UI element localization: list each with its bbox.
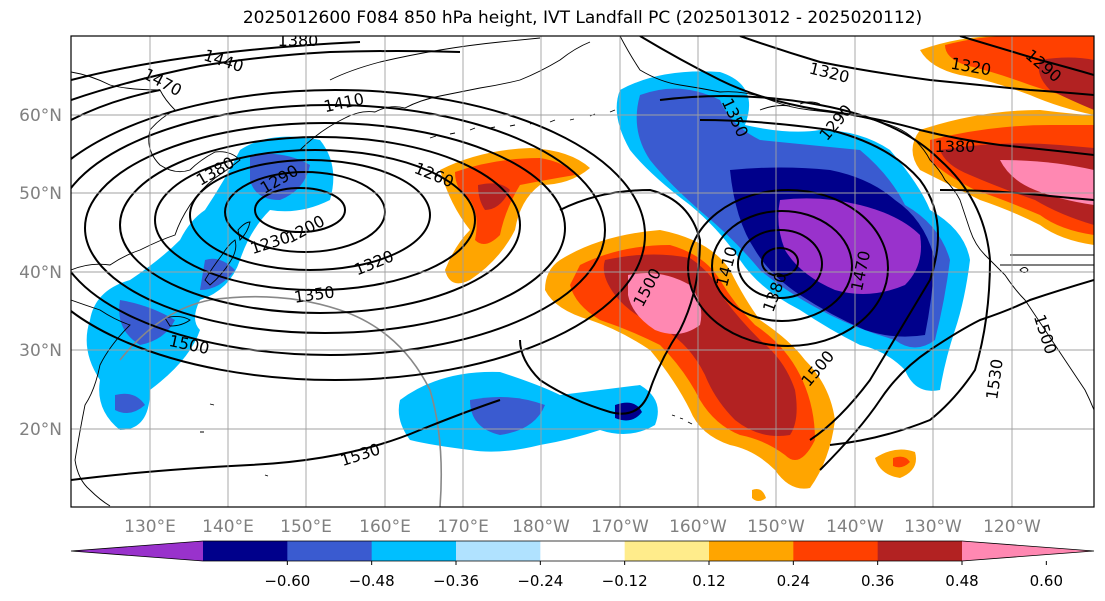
colorbar-tick-labels: −0.60 −0.48 −0.36 −0.24 −0.12 0.12 0.24 0.36 0.4… [0, 572, 1105, 592]
colorbar-segment [540, 541, 626, 561]
colorbar-segment [793, 541, 879, 561]
map-title: 2025012600 F084 850 hPa height, IVT Land… [242, 8, 923, 28]
colorbar-segment [371, 541, 457, 561]
reference-curve [119, 295, 443, 507]
lat-label: 50°N [19, 184, 62, 204]
colorbar-segment [709, 541, 794, 561]
lon-label: 150°E [280, 517, 332, 537]
lat-label: 60°N [19, 106, 62, 126]
colorbar-tick-label: −0.60 [264, 572, 311, 590]
lat-label: 30°N [19, 341, 62, 361]
colorbar-outline [70, 540, 1095, 562]
colorbar [70, 540, 1095, 565]
colorbar-tick-label: −0.48 [348, 572, 395, 590]
colorbar-tick-label: 0.24 [776, 572, 811, 590]
colorbar-tick-label: 0.60 [1029, 572, 1064, 590]
colorbar-segment [287, 541, 373, 561]
lon-label: 120°W [983, 517, 1041, 537]
lat-label: 40°N [19, 263, 62, 283]
longitude-labels: 130°E 140°E 150°E 160°E 170°E 180°W 170°… [124, 517, 1041, 537]
contour-label: 1380 [935, 137, 976, 156]
colorbar-tick-label: −0.36 [433, 572, 479, 590]
lon-label: 140°W [826, 517, 884, 537]
lon-label: 130°E [124, 517, 176, 537]
colorbar-extend-min [71, 541, 203, 561]
latitude-labels: 60°N 50°N 40°N 30°N 20°N [19, 106, 62, 440]
height-contours [71, 36, 1094, 481]
lon-label: 160°W [669, 517, 727, 537]
lon-label: 160°E [359, 517, 411, 537]
lon-label: 140°E [202, 517, 254, 537]
lon-label: 130°W [904, 517, 962, 537]
lon-label: 180°W [512, 517, 570, 537]
colorbar-tick-label: −0.24 [517, 572, 564, 590]
negative-anomaly-shading [86, 71, 970, 452]
colorbar-extend-max [962, 541, 1094, 561]
lon-label: 170°W [591, 517, 649, 537]
colorbar-segment [877, 541, 963, 561]
contour-label: 1380 [278, 31, 319, 50]
lon-label: 150°W [747, 517, 805, 537]
colorbar-segment [203, 541, 288, 561]
map-frame [70, 35, 1095, 508]
lat-label: 20°N [19, 420, 62, 440]
colorbar-tick-label: −0.12 [601, 572, 648, 590]
colorbar-tick-label: 0.12 [692, 572, 726, 590]
colorbar-segment [456, 541, 541, 561]
colorbar-tick-label: 0.36 [860, 572, 895, 590]
colorbar-tick-label: 0.48 [945, 572, 979, 590]
colorbar-segment [624, 541, 710, 561]
graticule [71, 36, 1094, 507]
lon-label: 170°E [437, 517, 489, 537]
